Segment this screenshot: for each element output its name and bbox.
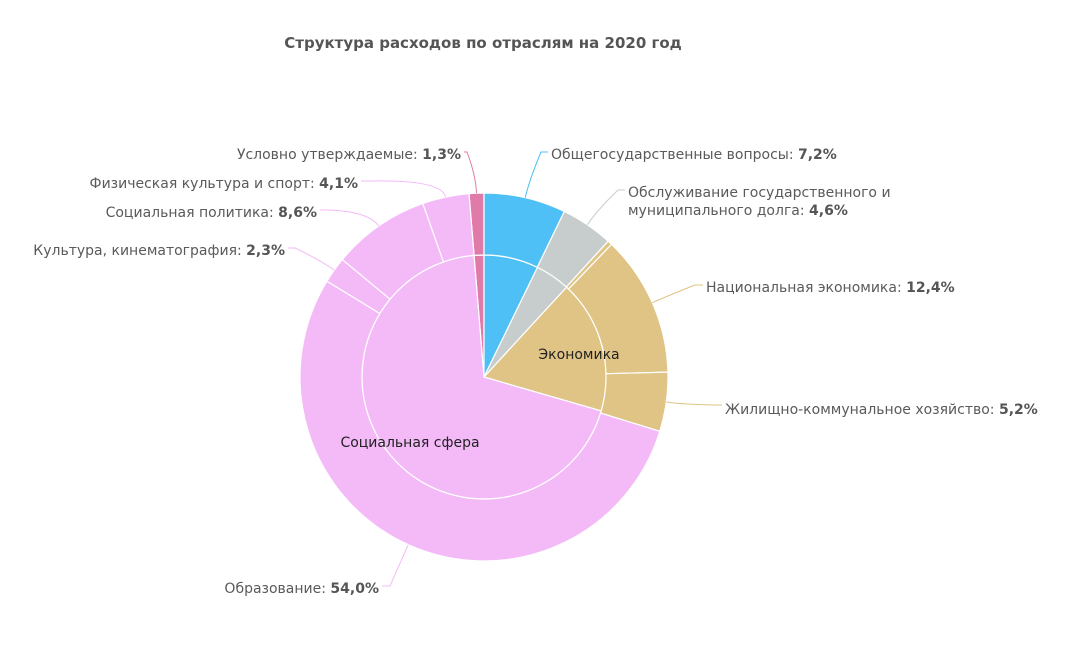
leader-line: [524, 151, 548, 198]
leader-line: [382, 544, 409, 587]
leader-line: [464, 151, 477, 194]
chart-title: Структура расходов по отраслям на 2020 г…: [284, 34, 682, 52]
slice-label: Общегосударственные вопросы: 7,2%: [551, 147, 837, 163]
inner-labels: Экономика Социальная сфера: [340, 347, 619, 451]
leader-lines: [288, 151, 722, 587]
slice-label: Жилищно-коммунальное хозяйство: 5,2%: [725, 402, 1038, 418]
inner-ring: [361, 254, 607, 500]
slice-label: Условно утверждаемые: 1,3%: [237, 147, 461, 163]
inner-slice-label: Экономика: [538, 347, 619, 363]
leader-line: [288, 247, 335, 271]
leader-line: [361, 180, 447, 198]
slice-labels: Условно утверждаемые: 1,3% Общегосударств…: [33, 147, 1038, 597]
slice-label: Образование: 54,0%: [224, 581, 379, 597]
slice-label: Культура, кинематография: 2,3%: [33, 243, 285, 259]
slice-label: Физическая культура и спорт: 4,1%: [90, 176, 358, 192]
slice-label: Социальная политика: 8,6%: [106, 205, 317, 221]
leader-line: [652, 284, 703, 304]
leader-line: [666, 401, 722, 406]
outer-slice[interactable]: [299, 280, 661, 562]
slice-label: Обслуживание государственного и муниципал…: [628, 185, 891, 219]
outer-ring: [299, 192, 669, 562]
outer-slice[interactable]: [422, 192, 475, 263]
leader-line: [586, 189, 625, 226]
slice-label: Национальная экономика: 12,4%: [706, 280, 955, 296]
leader-line: [320, 209, 380, 227]
inner-slice-label: Социальная сфера: [340, 435, 479, 451]
